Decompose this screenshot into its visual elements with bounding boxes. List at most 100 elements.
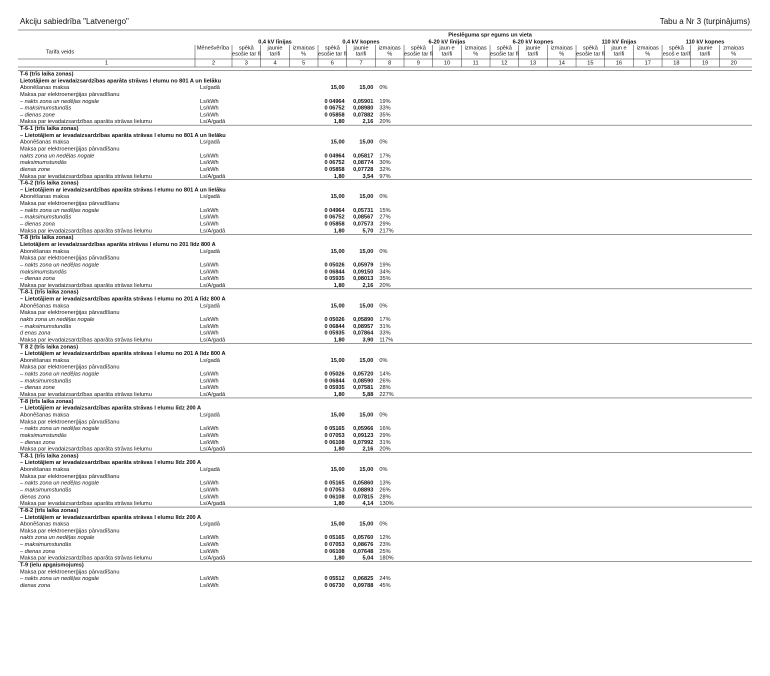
row-label: – maksimumstundās <box>19 324 71 330</box>
row-label: – dienas zone <box>19 385 55 391</box>
new-tariff: 0,07882 <box>353 112 373 118</box>
group-label: 6-20 kV kopnes <box>513 39 554 45</box>
new-tariff: 0,05731 <box>353 208 373 214</box>
change: 0% <box>379 303 387 309</box>
unit: Ls/kWh <box>200 494 219 500</box>
new-tariff: 0,08957 <box>353 324 373 330</box>
current-tariff: 15,00 <box>331 412 345 418</box>
current-tariff: 0 05026 <box>324 317 344 323</box>
row-label: Maksa par elektroenerģijas pārvadīšanu <box>20 255 120 262</box>
row-label: Maksa par elektroenerģijas pārvadīšanu <box>20 200 120 207</box>
column-head: izmaiņas <box>465 45 487 51</box>
unit: Ls/kWh <box>200 112 219 118</box>
unit: Ls/kWh <box>200 160 219 166</box>
column-head: % <box>301 51 306 57</box>
unit: Ls/gadā <box>200 140 221 146</box>
unit: Ls/A/gadā <box>200 392 226 398</box>
current-tariff: 0 05935 <box>324 385 344 391</box>
section-title: T-8 (trīs laika zonas) <box>20 399 74 405</box>
new-tariff: 0,08774 <box>353 160 374 166</box>
change: 35% <box>379 112 390 118</box>
current-tariff: 0 06844 <box>324 378 345 384</box>
new-tariff: 0,07728 <box>353 167 373 173</box>
row-label: Maksa par elektroenerģijas pārvadīšanu <box>20 568 120 575</box>
group-label: 0,4 kV kopnes <box>342 39 379 45</box>
new-tariff: 0,07864 <box>353 331 374 337</box>
column-head: jaun e <box>438 45 454 51</box>
change: 26% <box>379 488 390 494</box>
column-head: % <box>645 51 650 57</box>
unit: Ls/kWh <box>200 488 219 494</box>
column-head: esošie tar fi <box>404 51 433 57</box>
current-tariff: 15,00 <box>331 522 345 528</box>
unit: Ls/kWh <box>200 269 219 275</box>
change: 130% <box>379 501 393 507</box>
change: 0% <box>379 249 387 255</box>
row-label: – maksimumstundās <box>19 488 71 494</box>
change: 117% <box>379 337 393 343</box>
change: 31% <box>379 440 390 446</box>
row-label: dienas zona <box>20 494 50 500</box>
new-tariff: 0,09123 <box>353 433 373 439</box>
row-label: Abonēšanas maksa <box>20 522 70 528</box>
section-title: T-8 (trīs laika zonas) <box>20 235 74 241</box>
change: 13% <box>379 481 390 487</box>
new-tariff: 0,05979 <box>353 262 373 268</box>
section-title: T-9 (ielu apgaismojums) <box>20 563 84 569</box>
column-head: spēkā <box>669 45 685 51</box>
row-label: Maksa par ievadaizsardzības aparāta strā… <box>20 392 152 398</box>
column-head: jaun e <box>610 45 626 51</box>
unit: Ls/kWh <box>200 583 219 589</box>
column-head: spēkā <box>325 45 341 51</box>
column-head: izmaiņas <box>293 45 315 51</box>
type-label: Tarifa veids <box>46 49 74 55</box>
row-label: Abonēšanas maksa <box>20 140 70 146</box>
column-head: jaunie <box>267 45 283 51</box>
column-number: 1 <box>105 60 108 66</box>
row-label: dienas zona <box>20 583 50 589</box>
company: Akciju sabiedrība "Latvenergo" <box>20 17 129 26</box>
new-tariff: 5,70 <box>362 228 373 234</box>
column-number: 11 <box>473 60 479 66</box>
current-tariff: 0 05935 <box>324 331 344 337</box>
current-tariff: 0 06108 <box>324 440 344 446</box>
section-title: T 8 2 (trīs laika zonas) <box>20 344 78 350</box>
change: 97% <box>379 174 390 180</box>
column-number: 3 <box>245 60 248 66</box>
column-head: % <box>387 51 392 57</box>
unit: Ls/kWh <box>200 317 219 323</box>
row-label: Maksa par ievadaizsardzības aparāta strā… <box>20 119 152 125</box>
row-label: Maksa par ievadaizsardzības aparāta strā… <box>20 501 152 507</box>
change: 29% <box>379 222 390 228</box>
current-tariff: 1,80 <box>334 119 345 125</box>
row-label: maksimumstundās <box>20 433 67 439</box>
unit: Ls/A/gadā <box>200 283 226 289</box>
section-subtitle: – Lietotājiem ar ievadaizsardzības aparā… <box>20 187 226 193</box>
unit: Ls/A/gadā <box>200 447 226 453</box>
current-tariff: 0 07053 <box>324 488 344 494</box>
column-number: 17 <box>645 60 651 66</box>
row-label: – nakts zona un nedēļas nogale <box>19 208 99 214</box>
row-label: Abonēšanas maksa <box>20 85 70 91</box>
section-subtitle: – Lietotājiem ar ievadaizsardzības aparā… <box>20 406 201 412</box>
column-head: spēkā <box>497 45 513 51</box>
change: 17% <box>379 153 390 159</box>
current-tariff: 0 05026 <box>324 262 344 268</box>
column-head: spēkā <box>583 45 599 51</box>
row-label: Maksa par ievadaizsardzības aparāta strā… <box>20 556 152 562</box>
unit: Ls/gadā <box>200 85 221 91</box>
row-label: d enas zona <box>20 331 50 337</box>
unit: Ls/kWh <box>200 106 219 112</box>
new-tariff: 2,16 <box>362 283 373 289</box>
current-tariff: 0 04964 <box>324 208 345 214</box>
column-head: izmaiņas <box>379 45 401 51</box>
unit: Ls/gadā <box>200 194 221 200</box>
unit: Ls/kWh <box>200 440 219 446</box>
section-subtitle: – Lietotājiem ar ievadaizsardzības aparā… <box>20 297 226 303</box>
new-tariff: 15,00 <box>359 85 373 91</box>
current-tariff: 15,00 <box>331 358 345 364</box>
section-title: T-6 (trīs laika zonas) <box>20 71 74 77</box>
row-label: – nakts zona un nedēļas nogale <box>19 262 99 268</box>
section-subtitle: Lietotājiem ar ievadaizsardzības aparāta… <box>20 78 222 84</box>
